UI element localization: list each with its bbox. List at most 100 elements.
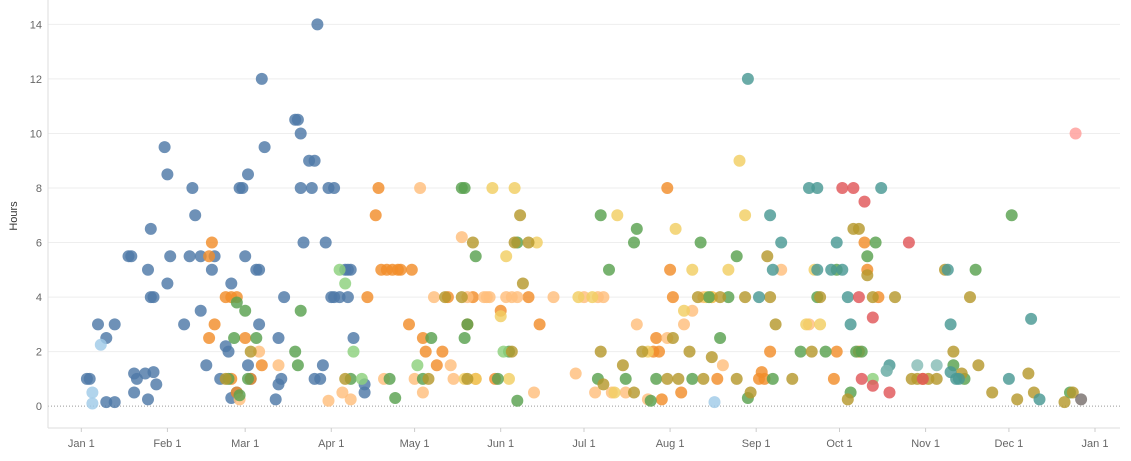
data-point[interactable] [714,291,727,304]
data-point[interactable] [333,263,346,276]
data-point[interactable] [866,379,879,392]
data-point[interactable] [711,372,724,385]
data-point[interactable] [269,393,282,406]
data-point[interactable] [461,372,474,385]
data-point[interactable] [730,372,743,385]
data-point[interactable] [672,372,685,385]
data-point[interactable] [333,291,346,304]
data-point[interactable] [741,72,754,85]
data-point[interactable] [866,311,879,324]
data-point[interactable] [619,386,632,399]
data-point[interactable] [811,263,824,276]
data-point[interactable] [239,332,252,344]
data-point[interactable] [880,364,893,377]
data-point[interactable] [178,318,191,331]
data-point[interactable] [739,209,752,222]
data-point[interactable] [916,372,929,385]
data-point[interactable] [147,366,160,379]
data-point[interactable] [125,250,138,263]
data-point[interactable] [294,127,307,140]
data-point[interactable] [439,291,452,304]
data-point[interactable] [405,263,418,276]
data-point[interactable] [686,304,699,317]
data-point[interactable] [469,372,482,385]
data-point[interactable] [669,222,682,235]
data-point[interactable] [253,263,266,276]
data-point[interactable] [94,338,107,351]
data-point[interactable] [697,372,710,385]
data-point[interactable] [941,263,954,276]
data-point[interactable] [430,359,443,372]
data-point[interactable] [225,277,238,290]
data-point[interactable] [889,291,901,304]
data-point[interactable] [661,372,674,385]
data-point[interactable] [208,318,221,331]
data-point[interactable] [205,236,218,249]
data-point[interactable] [686,263,699,276]
data-point[interactable] [722,263,735,276]
data-point[interactable] [569,367,582,380]
data-point[interactable] [730,250,743,263]
data-point[interactable] [855,345,868,358]
data-point[interactable] [814,291,827,304]
data-point[interactable] [866,291,879,304]
data-point[interactable] [142,263,154,276]
data-point[interactable] [528,386,540,399]
data-point[interactable] [666,291,679,304]
data-point[interactable] [444,359,457,372]
data-point[interactable] [494,310,507,323]
data-point[interactable] [1005,209,1018,222]
data-point[interactable] [830,345,843,358]
data-point[interactable] [764,209,777,222]
data-point[interactable] [272,332,285,344]
data-point[interactable] [347,345,360,358]
data-point[interactable] [630,222,643,235]
data-point[interactable] [458,332,471,344]
data-point[interactable] [739,291,752,304]
data-point[interactable] [930,359,943,372]
data-point[interactable] [236,182,249,194]
data-point[interactable] [311,18,324,31]
data-point[interactable] [455,291,468,304]
data-point[interactable] [619,372,632,385]
data-point[interactable] [522,236,535,249]
data-point[interactable] [522,291,535,304]
data-point[interactable] [703,291,715,304]
data-point[interactable] [1069,127,1082,140]
data-point[interactable] [844,318,857,331]
data-point[interactable] [1058,396,1071,409]
data-point[interactable] [222,345,235,358]
data-point[interactable] [841,291,854,304]
data-point[interactable] [836,182,849,194]
data-point[interactable] [294,304,307,317]
data-point[interactable] [150,378,163,391]
data-point[interactable] [164,250,177,263]
data-point[interactable] [447,372,460,385]
data-point[interactable] [316,359,329,372]
data-point[interactable] [355,372,368,385]
data-point[interactable] [952,372,965,385]
data-point[interactable] [203,332,216,344]
data-point[interactable] [1033,393,1046,406]
data-point[interactable] [1011,393,1024,406]
data-point[interactable] [986,386,999,399]
data-point[interactable] [533,318,546,331]
data-point[interactable] [705,351,718,364]
data-point[interactable] [764,291,777,304]
data-point[interactable] [416,386,429,399]
data-point[interactable] [128,386,141,399]
data-point[interactable] [461,318,474,331]
data-point[interactable] [597,291,610,304]
data-point[interactable] [678,304,690,317]
data-point[interactable] [883,386,896,399]
data-point[interactable] [1025,312,1038,325]
data-point[interactable] [142,393,154,406]
data-point[interactable] [775,263,788,276]
data-point[interactable] [827,372,840,385]
data-point[interactable] [664,263,677,276]
data-point[interactable] [497,345,510,358]
data-point[interactable] [691,291,704,304]
data-point[interactable] [716,359,729,372]
data-point[interactable] [675,386,688,399]
data-point[interactable] [255,359,268,372]
